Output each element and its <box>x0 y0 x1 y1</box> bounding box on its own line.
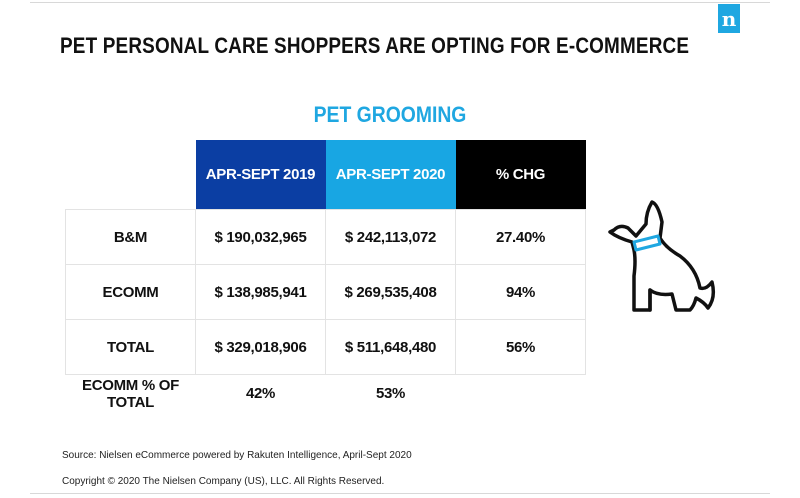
cell-ecomm-2020: $ 269,535,408 <box>325 264 456 320</box>
cell-share-2019: 42% <box>245 385 276 402</box>
cell-ecomm-2019: $ 138,985,941 <box>195 264 326 320</box>
nielsen-logo: n <box>718 4 740 33</box>
dog-with-collar-icon <box>608 200 716 312</box>
table-row: B&M $ 190,032,965 $ 242,113,072 27.40% <box>65 209 586 265</box>
column-header-pct-chg: % CHG <box>455 140 586 210</box>
copyright-note: Copyright © 2020 The Nielsen Company (US… <box>62 476 385 487</box>
cell-total-chg: 56% <box>455 319 586 375</box>
table-title: PET GROOMING <box>313 102 467 127</box>
cell-share-chg <box>456 375 586 413</box>
header-empty-cell <box>66 140 196 210</box>
row-label-bm: B&M <box>65 209 196 265</box>
table-row: TOTAL $ 329,018,906 $ 511,648,480 56% <box>65 319 586 375</box>
table-row: ECOMM $ 138,985,941 $ 269,535,408 94% <box>65 264 586 320</box>
top-divider <box>30 2 770 3</box>
row-label-total: TOTAL <box>65 319 196 375</box>
header-row: APR-SEPT 2019 APR-SEPT 2020 % CHG <box>66 140 586 210</box>
cell-bm-2020: $ 242,113,072 <box>325 209 456 265</box>
cell-ecomm-chg: 94% <box>455 264 586 320</box>
column-header-2020: APR-SEPT 2020 <box>325 140 456 210</box>
bottom-divider <box>30 493 770 494</box>
row-label-ecomm: ECOMM <box>65 264 196 320</box>
footer-row: ECOMM % OF TOTAL 42% 53% <box>66 375 586 413</box>
cell-total-2019: $ 329,018,906 <box>195 319 326 375</box>
page-title: PET PERSONAL CARE SHOPPERS ARE OPTING FO… <box>60 33 690 58</box>
cell-total-2020: $ 511,648,480 <box>325 319 456 375</box>
cell-bm-2019: $ 190,032,965 <box>195 209 326 265</box>
cell-share-2020: 53% <box>375 385 406 402</box>
column-header-2019: APR-SEPT 2019 <box>195 140 326 210</box>
row-label-ecomm-share: ECOMM % OF TOTAL <box>82 376 179 411</box>
source-note: Source: Nielsen eCommerce powered by Rak… <box>62 450 412 461</box>
cell-bm-chg: 27.40% <box>455 209 586 265</box>
data-table: APR-SEPT 2019 APR-SEPT 2020 % CHG B&M $ … <box>65 140 586 412</box>
